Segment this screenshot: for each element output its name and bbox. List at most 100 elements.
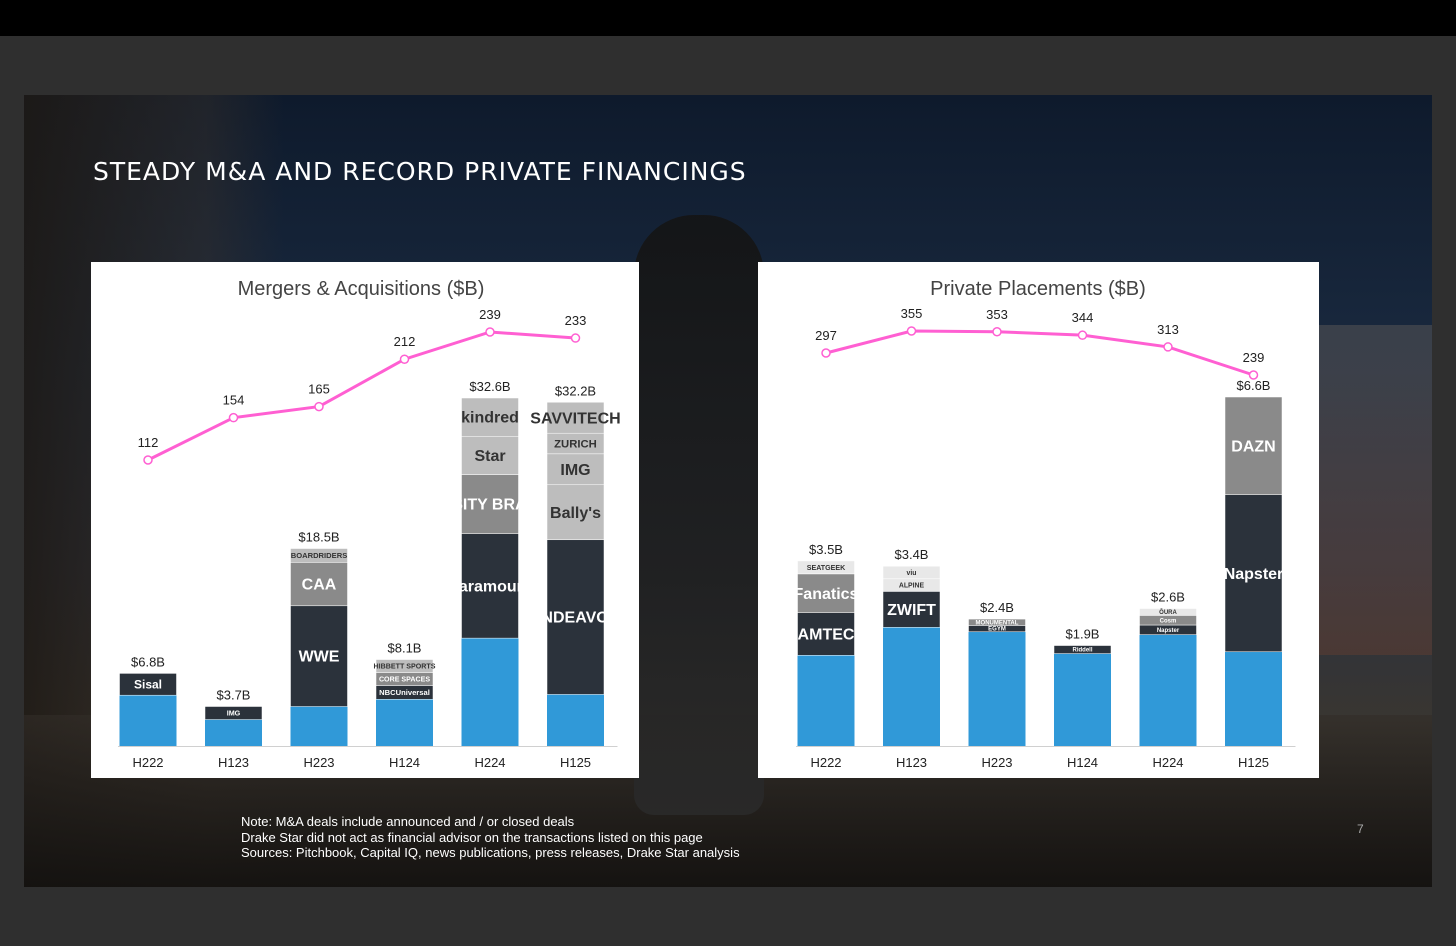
deal-count-label: 165 (308, 382, 330, 397)
logo-label: ZURICH (554, 438, 597, 450)
logo-label: IMG (560, 462, 590, 479)
chart-title: Private Placements ($B) (930, 278, 1146, 300)
deal-count-point (485, 327, 495, 337)
deal-count-point (399, 354, 410, 364)
bar-value-label: $8.1B (388, 641, 422, 656)
deal-count-label: 344 (1072, 310, 1094, 325)
bar-segment-base (547, 694, 604, 746)
bar-segment-base (797, 655, 855, 746)
bar-value-label: $3.7B (217, 688, 251, 703)
window-top-bar (0, 0, 1456, 36)
pp-chart-panel: Private Placements ($B) BAMTECH Fanatics SE… (758, 262, 1319, 778)
bar-value-label: $3.5B (809, 542, 843, 557)
x-tick-label: H224 (474, 755, 505, 770)
logo-label: WWE (299, 649, 340, 666)
logo-label: ALPINE (899, 583, 925, 590)
logo-label: Riddell (1072, 648, 1092, 654)
x-tick-label: H222 (810, 755, 841, 770)
bar-segment (461, 397, 519, 437)
logo-label: HIBBETT SPORTS (374, 663, 436, 671)
x-tick-label: H223 (303, 755, 334, 770)
logo-label: ŌURA (1159, 609, 1177, 616)
deal-count-point (570, 333, 581, 343)
bar-value-label: $18.5B (298, 530, 339, 545)
bar-segment-base (119, 695, 177, 746)
bar-segment (375, 659, 434, 673)
bar-segment-base (1054, 653, 1111, 746)
deal-count-point (228, 412, 239, 423)
footnotes: Note: M&A deals include announced and / … (241, 814, 740, 861)
bar-value-label: $2.4B (980, 600, 1014, 615)
deal-count-point (906, 326, 917, 336)
bar-segment (546, 484, 605, 541)
logo-label: DAZN (1231, 438, 1275, 455)
x-tick-label: H224 (1152, 755, 1183, 770)
ma-chart: Mergers & Acquisitions ($B) Sisal $6.8B H22… (118, 278, 621, 770)
logo-label: Star (474, 448, 505, 465)
bar-value-label: $1.9B (1066, 627, 1100, 642)
logo-label: VARSITY BRANDS (420, 497, 561, 514)
footnote-line: Sources: Pitchbook, Capital IQ, news pub… (241, 845, 740, 860)
logo-label: Napster (1157, 628, 1180, 634)
deal-count-point (1248, 370, 1259, 380)
bar-segment-base (290, 706, 348, 746)
bar-segment (968, 618, 1026, 626)
bar-segment-base (1225, 651, 1282, 746)
logo-label: EGYM (988, 627, 1006, 633)
deal-count-label: 239 (479, 307, 501, 322)
deal-count-label: 212 (394, 334, 416, 349)
deal-count-label: 353 (986, 307, 1008, 322)
bar-segment (1053, 645, 1112, 654)
deal-count-label: 355 (901, 306, 923, 321)
logo-label: SAVVITECH (530, 410, 620, 427)
bar-segment (546, 539, 605, 695)
bar-segment (461, 533, 519, 639)
x-tick-label: H123 (896, 755, 927, 770)
bar-value-label: $6.8B (131, 654, 165, 669)
x-tick-label: H125 (560, 755, 591, 770)
logo-label: Napster (1224, 566, 1284, 583)
logo-label: SEATGEEK (807, 564, 846, 572)
x-tick-label: H124 (1067, 755, 1098, 770)
bar-value-label: $2.6B (1151, 590, 1185, 605)
logo-label: Sisal (134, 677, 162, 691)
logo-label: kindred (461, 410, 519, 427)
x-tick-label: H125 (1238, 755, 1269, 770)
logo-label: ENDEAVOR (531, 610, 621, 627)
logo-label: viu (907, 570, 917, 577)
deal-count-label: 313 (1157, 322, 1179, 337)
logo-label: Bally's (550, 505, 601, 522)
deal-count-line (825, 329, 1254, 377)
deal-count-label: 233 (565, 313, 587, 328)
logo-label: MONUMENTAL (976, 620, 1019, 626)
bar-segment-base (968, 631, 1026, 746)
deal-count-label: 297 (815, 328, 837, 343)
bar-segment (119, 673, 177, 696)
x-tick-label: H124 (389, 755, 420, 770)
bar-segment (204, 706, 263, 720)
page-number: 7 (1357, 822, 1364, 836)
deal-count-label: 112 (138, 435, 159, 450)
bar-value-label: $32.2B (555, 383, 596, 398)
bar-segment (1139, 608, 1197, 616)
bar-segment-base (376, 699, 433, 746)
slide: STEADY M&A AND RECORD PRIVATE FINANCINGS… (24, 95, 1432, 887)
background-runner (634, 215, 764, 815)
x-tick-label: H222 (132, 755, 163, 770)
bar-segment-base (461, 638, 519, 746)
logo-label: CAA (302, 577, 337, 594)
bar-segment (461, 436, 519, 475)
bar-segment (1224, 494, 1283, 653)
footnote-line: Drake Star did not act as financial advi… (241, 829, 703, 845)
bar-segment (797, 612, 855, 656)
deal-count-point (314, 401, 324, 412)
deal-count-point (821, 348, 831, 358)
deal-count-point (143, 455, 153, 465)
ma-chart-panel: Mergers & Acquisitions ($B) Sisal $6.8B H22… (91, 262, 639, 778)
bar-value-label: $6.6B (1237, 378, 1271, 393)
deal-count-label: 154 (223, 393, 245, 408)
bar-segment-base (205, 719, 262, 746)
bar-value-label: $32.6B (469, 379, 510, 394)
bar-segment-base (1139, 634, 1197, 746)
deal-count-point (992, 327, 1002, 337)
